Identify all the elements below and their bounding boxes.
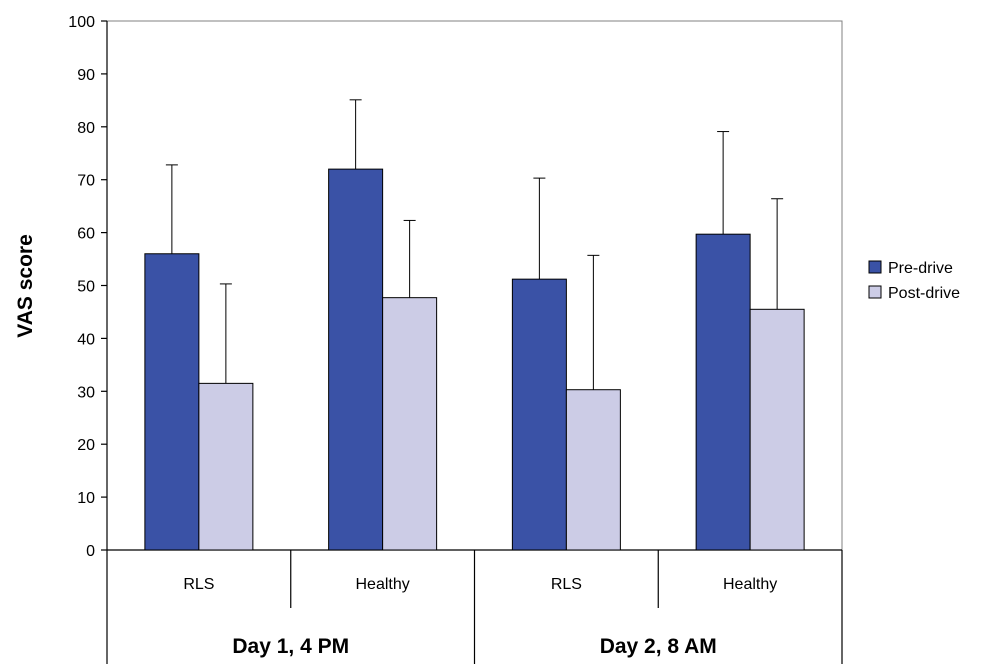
bar-pre-drive [328,168,384,551]
y-tick-label: 20 [77,437,95,454]
y-tick-label: 40 [77,331,95,348]
y-tick-label: 70 [77,173,95,190]
legend: Pre-drive Post-drive [868,260,960,302]
legend-swatch [868,285,882,299]
legend-swatch [868,260,882,274]
bar-pre-drive [695,233,751,551]
bar-post-drive [382,297,438,551]
plot-border [107,20,843,550]
bar-post-drive [565,389,621,551]
bar-post-drive [749,308,805,551]
legend-label: Post-drive [888,285,960,302]
bar-post-drive [198,382,254,551]
group-label: Day 2, 8 AM [600,635,717,658]
y-axis-label: VAS score [14,234,37,338]
y-tick-label: 10 [77,490,95,507]
x-tick-label: RLS [183,576,214,593]
y-tick-label: 0 [86,543,95,560]
legend-label: Pre-drive [888,260,953,277]
y-tick-label: 50 [77,279,95,296]
y-tick-label: 90 [77,67,95,84]
x-tick-label: RLS [551,576,582,593]
y-tick-label: 80 [77,120,95,137]
y-tick-label: 100 [68,14,95,31]
x-tick-label: Healthy [356,576,410,593]
y-tick-label: 60 [77,226,95,243]
bar-pre-drive [511,278,567,551]
bar-pre-drive [144,253,200,551]
group-label: Day 1, 4 PM [232,635,349,658]
x-tick-label: Healthy [723,576,777,593]
y-tick-label: 30 [77,384,95,401]
